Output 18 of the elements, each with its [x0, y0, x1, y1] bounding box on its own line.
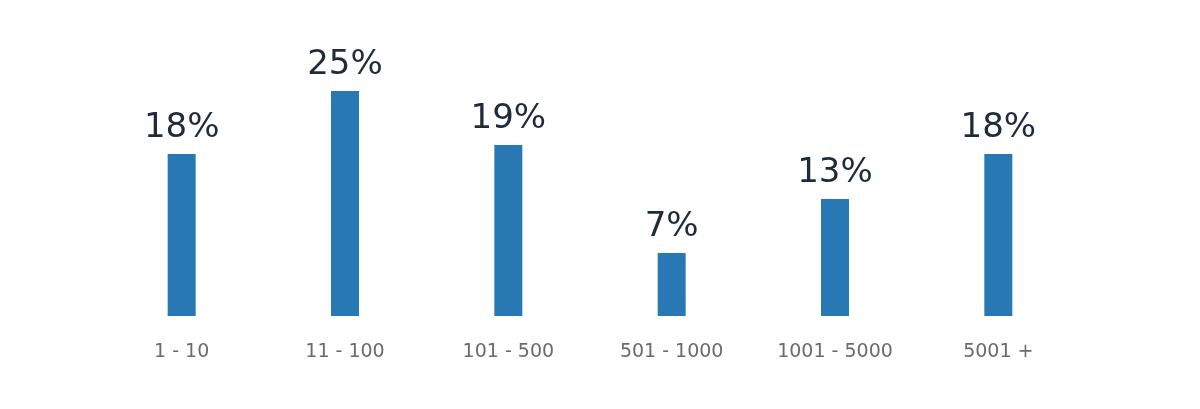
bar [494, 145, 523, 316]
bar [984, 154, 1013, 316]
x-tick-label: 101 - 500 [462, 338, 555, 361]
data-label: 18% [960, 105, 1037, 145]
bar [821, 199, 849, 316]
data-label: 18% [143, 105, 220, 145]
bar [331, 91, 359, 316]
data-label: 25% [307, 42, 383, 82]
x-tick-label: 5001 + [963, 338, 1034, 361]
bar [657, 253, 686, 316]
x-tick-label: 1001 - 5000 [777, 338, 893, 361]
data-label: 13% [797, 150, 873, 190]
data-label: 19% [470, 96, 547, 136]
data-label: 7% [644, 204, 699, 244]
bar [167, 154, 196, 316]
x-tick-label: 501 - 1000 [619, 338, 724, 361]
x-tick-label: 11 - 100 [305, 338, 385, 361]
x-tick-label: 1 - 10 [154, 338, 210, 361]
